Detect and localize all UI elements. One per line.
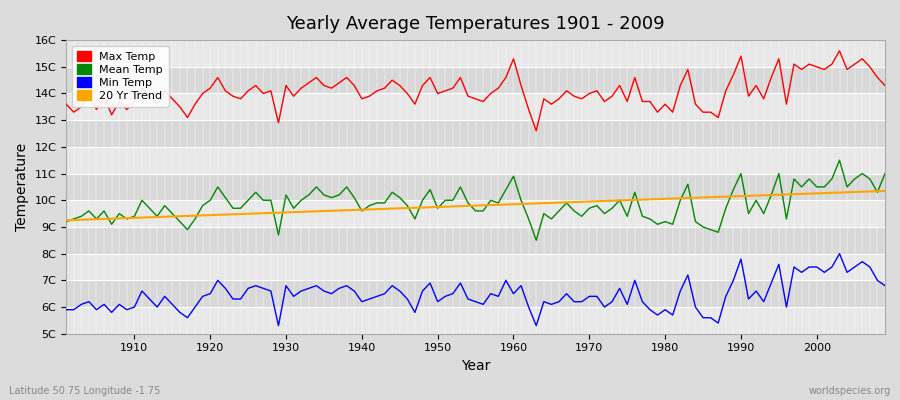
Bar <box>67 227 885 254</box>
Bar <box>67 200 885 227</box>
Bar <box>67 307 885 334</box>
Bar <box>67 120 885 147</box>
Legend: Max Temp, Mean Temp, Min Temp, 20 Yr Trend: Max Temp, Mean Temp, Min Temp, 20 Yr Tre… <box>72 46 168 106</box>
X-axis label: Year: Year <box>461 359 491 373</box>
Title: Yearly Average Temperatures 1901 - 2009: Yearly Average Temperatures 1901 - 2009 <box>286 15 665 33</box>
Bar <box>67 254 885 280</box>
Bar <box>67 67 885 94</box>
Bar <box>67 147 885 174</box>
Y-axis label: Temperature: Temperature <box>15 143 29 231</box>
Bar <box>67 174 885 200</box>
Text: Latitude 50.75 Longitude -1.75: Latitude 50.75 Longitude -1.75 <box>9 386 160 396</box>
Bar <box>67 40 885 67</box>
Text: worldspecies.org: worldspecies.org <box>809 386 891 396</box>
Bar <box>67 94 885 120</box>
Bar <box>67 280 885 307</box>
